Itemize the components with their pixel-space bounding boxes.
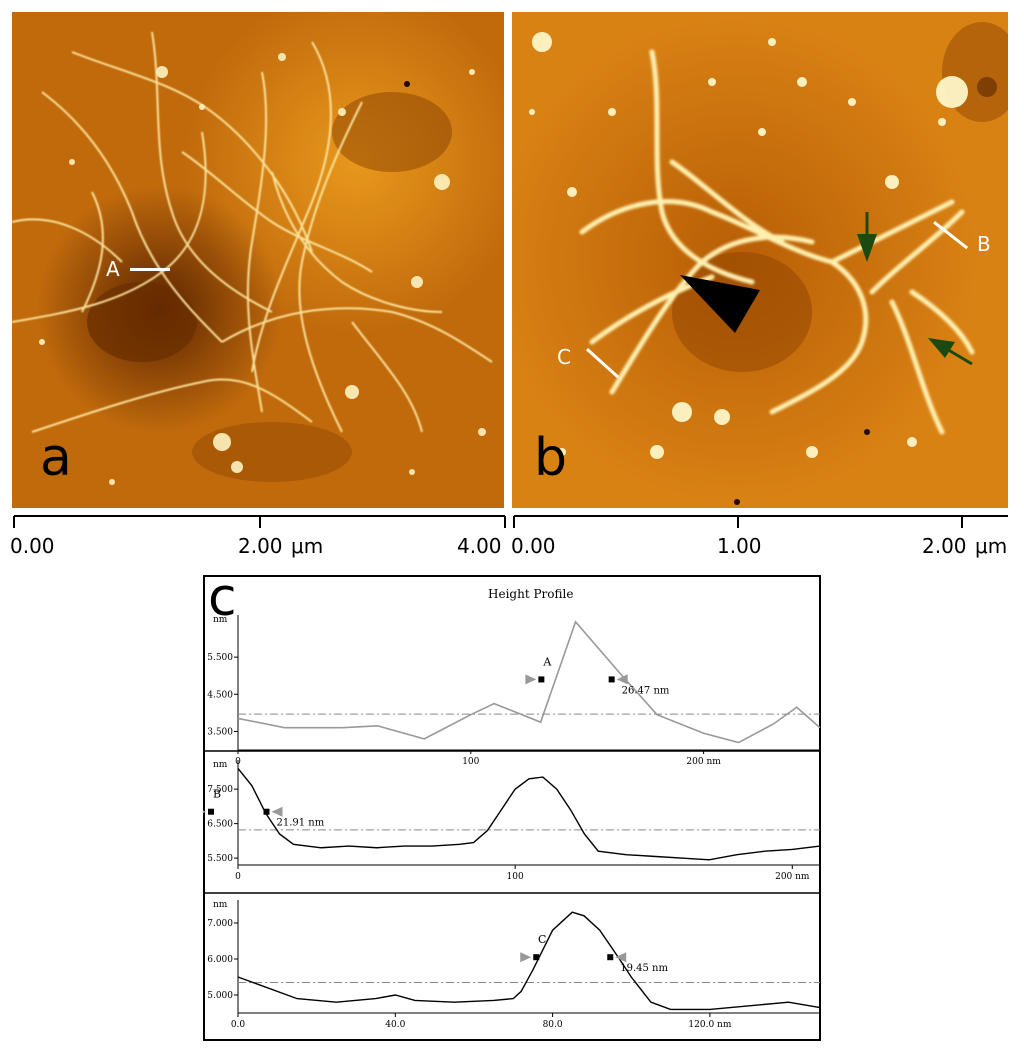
height-profile-panel bbox=[203, 575, 821, 1041]
profile-B-line bbox=[237, 768, 821, 861]
profile-B-xtick-label-0: 0 bbox=[235, 872, 241, 882]
profile-A-ytick-label-0: 3.500 bbox=[207, 727, 233, 737]
profile-C-ytick-label-1: 6.000 bbox=[207, 955, 233, 965]
panel-letter-c: c bbox=[208, 568, 237, 628]
profile-A-marker-label: A bbox=[542, 655, 552, 668]
scale-b-tick-1: 1.00 bbox=[717, 534, 762, 558]
green-arrow-down-icon bbox=[857, 212, 877, 262]
panel-letter-b: b bbox=[534, 428, 568, 488]
profile-B-cursor-right bbox=[263, 808, 270, 815]
profile-C-xtick-label-1: 40.0 bbox=[385, 1020, 405, 1030]
profile-A-cursor-right-arrow bbox=[616, 674, 628, 685]
green-arrow-diagonal-icon bbox=[928, 338, 973, 366]
black-arrowhead-icon bbox=[680, 275, 760, 333]
profile-B-cursor-right-arrow bbox=[271, 806, 283, 817]
profile-C-ytick-label-0: 5.000 bbox=[207, 991, 233, 1001]
scalebar-lines bbox=[13, 515, 1008, 528]
panel-b-arrows bbox=[680, 212, 973, 366]
profile-C-cursor-left-arrow bbox=[520, 952, 532, 963]
profile-C-xtick-label-3: 120.0 nm bbox=[688, 1020, 731, 1030]
scale-a-tick-2: 4.00 bbox=[457, 534, 502, 558]
profile-C-cursor-right-arrow bbox=[615, 952, 627, 963]
profile-B-annotation: 21.91 nm bbox=[277, 818, 325, 829]
panel-letter-a: a bbox=[40, 428, 72, 488]
scale-a-unit: μm bbox=[291, 534, 324, 558]
profile-A-ytick-label-2: 5.500 bbox=[207, 653, 233, 663]
scale-a-tick-1: 2.00 bbox=[238, 534, 283, 558]
profile-B-ytick-label-0: 5.500 bbox=[207, 854, 233, 864]
profile-C-y-unit: nm bbox=[213, 900, 228, 910]
afm-image-b-svg bbox=[512, 12, 1008, 508]
scale-a-tick-0: 0.00 bbox=[10, 534, 55, 558]
profile-B-ytick-label-1: 6.500 bbox=[207, 820, 233, 830]
profile-A-annotation: 26.47 nm bbox=[622, 685, 670, 696]
profile-B-xtick-label-2: 200 nm bbox=[775, 872, 810, 882]
profile-C-annotation: 19.45 nm bbox=[620, 963, 668, 974]
scale-b-unit: μm bbox=[975, 534, 1008, 558]
profile-C-line bbox=[237, 911, 821, 1011]
profile-B-cursor-left bbox=[208, 808, 214, 815]
afm-image-a-svg bbox=[12, 12, 504, 508]
afm-image-b bbox=[512, 12, 1008, 508]
profile-C-cursor-right bbox=[607, 954, 614, 961]
scale-b-tick-0: 0.00 bbox=[511, 534, 556, 558]
profile-A-xtick-label-1: 100 bbox=[462, 757, 479, 767]
profile-B-y-unit: nm bbox=[213, 760, 228, 770]
profile-B-cursor-left-arrow bbox=[203, 810, 206, 814]
profile-C-cursor-left bbox=[533, 954, 540, 961]
profile-B-xtick-label-1: 100 bbox=[507, 872, 524, 882]
profile-A-cursor-left-arrow bbox=[525, 674, 537, 685]
profile-C-xtick-label-2: 80.0 bbox=[543, 1020, 563, 1030]
marker-label-A: A bbox=[106, 257, 120, 281]
profile-C-ytick-label-2: 7.000 bbox=[207, 919, 233, 929]
profile-A-line bbox=[237, 620, 821, 744]
profile-A-ytick-label-1: 4.500 bbox=[207, 690, 233, 700]
profile-B-ytick-label-2: 7.500 bbox=[207, 785, 233, 795]
profile-A-cursor-left bbox=[538, 676, 545, 683]
height-profile-title: Height Profile bbox=[488, 587, 574, 601]
marker-line-A bbox=[130, 268, 170, 271]
marker-label-B: B bbox=[977, 232, 991, 256]
marker-label-C: C bbox=[557, 345, 571, 369]
profile-B-marker-label: B bbox=[213, 788, 221, 801]
profile-C-marker-label: C bbox=[538, 933, 546, 946]
profile-C-xtick-label-0: 0.0 bbox=[231, 1020, 246, 1030]
afm-image-a bbox=[12, 12, 504, 508]
scale-b-tick-2: 2.00 bbox=[922, 534, 967, 558]
profile-A-xtick-label-2: 200 nm bbox=[686, 757, 721, 767]
profile-A-cursor-right bbox=[608, 676, 615, 683]
profile-A-y-unit: nm bbox=[213, 615, 228, 625]
